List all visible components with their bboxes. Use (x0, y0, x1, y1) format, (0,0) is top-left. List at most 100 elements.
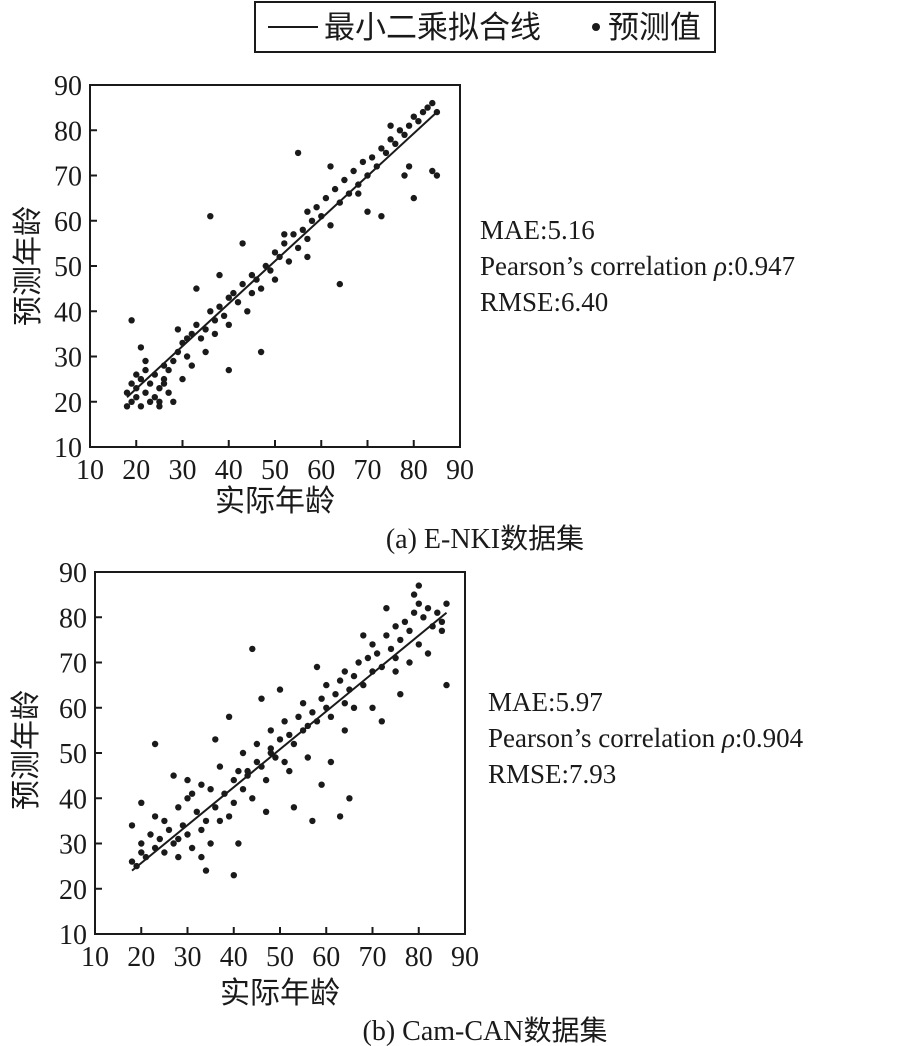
panel-a-data-point (387, 136, 394, 143)
panel-b-data-point (272, 754, 279, 761)
panel-b-data-point (309, 817, 316, 825)
panel-a-data-point (160, 380, 168, 387)
panel-b-x-tick-label: 90 (451, 942, 479, 973)
panel-a-data-point (207, 308, 214, 315)
panel-b-data-point (378, 718, 385, 725)
panel-a-data-point (188, 362, 195, 369)
panel-a-data-point (137, 344, 145, 351)
legend-box (254, 1, 716, 53)
panel-a-data-point (225, 366, 232, 374)
panel-b-y-tick-label: 30 (59, 830, 87, 861)
panel-b-data-point (212, 736, 219, 743)
panel-b-y-ticks: 10 20 30 40 50 60 70 80 90 (59, 558, 102, 951)
panel-b-data-point (262, 776, 270, 784)
panel-a-data-point (211, 330, 219, 338)
panel-b-data-point (299, 700, 307, 707)
panel-b-data-point (249, 795, 256, 802)
panel-a-data-point (133, 371, 140, 378)
panel-a-data-point (220, 312, 228, 319)
panel-a-data-point (429, 99, 436, 107)
panel-a-data-point (378, 145, 385, 152)
panel-a-data-point (142, 366, 149, 374)
panel-a-data-point (156, 403, 163, 410)
panel-b-data-point (424, 650, 432, 657)
panel-b-pearson: Pearson’s correlation ρ:0.904 (488, 720, 803, 756)
panel-b-data-point (216, 763, 224, 770)
panel-b-caption: (b) Cam-CAN数据集 (363, 1015, 608, 1046)
panel-a-data-point (244, 308, 251, 315)
panel-a-data-point (156, 398, 163, 405)
panel-b-x-ticks: 10 20 30 40 50 60 70 80 90 (81, 927, 479, 973)
panel-b-data-point (290, 740, 298, 748)
legend-point-swatch (592, 23, 600, 31)
panel-a-data-point (304, 235, 311, 243)
panel-a-data-point (156, 385, 163, 392)
panel-a-data-point (170, 357, 177, 365)
panel-a-data-point (170, 398, 177, 405)
panel-b-data-point (401, 618, 409, 625)
panel-b-data-point (304, 754, 311, 761)
panel-a-data-point (193, 285, 200, 292)
panel-b-data-point (281, 758, 288, 766)
panel-a-data-point (419, 108, 427, 116)
panel-b-data-point (230, 776, 237, 784)
panel-a-data-point (128, 317, 135, 324)
panel-b-data-point (225, 813, 233, 820)
panel-a-x-axis-label: 实际年龄 (215, 484, 335, 519)
panel-b-data-point (373, 650, 381, 657)
panel-a-data-point (368, 154, 376, 161)
panel-a-y-tick-label: 10 (54, 433, 82, 464)
panel-a-data-point (281, 231, 288, 238)
panel-b-data-point (369, 704, 376, 711)
panel-b-data-point (128, 858, 136, 865)
panel-a-data-point (165, 366, 172, 374)
panel-a-data-point (174, 326, 182, 333)
panel-a-pearson-prefix: Pearson’s correlation (480, 251, 714, 281)
panel-a-data-point (313, 204, 320, 211)
panel-b-rmse: RMSE:7.93 (488, 759, 617, 789)
panel-a-data-point (327, 222, 334, 229)
panel-b-data-point (225, 713, 233, 720)
panel-a-data-point (405, 163, 413, 170)
panel-b-mae: MAE:5.97 (488, 687, 603, 717)
panel-b-data-point (207, 786, 214, 793)
panel-a-data-point (253, 276, 260, 283)
panel-b-data-point (327, 758, 335, 766)
panel-a-data-point (225, 321, 232, 328)
panel-b-y-tick-label: 50 (59, 739, 87, 770)
panel-b-data-point (369, 641, 376, 648)
panel-b-data-point (170, 840, 177, 847)
panel-b-data-point (212, 804, 219, 811)
panel-b-data-point (355, 659, 362, 666)
panel-b-y-tick-label: 60 (59, 694, 87, 725)
panel-b-data-point (175, 804, 182, 811)
panel-b-data-point (424, 605, 432, 612)
panel-a-data-point (405, 122, 413, 129)
panel-b-data-point (332, 691, 339, 698)
panel-a-data-point (396, 127, 404, 134)
panel-b-data-point (281, 718, 288, 725)
panel-a-x-tick-label: 10 (76, 455, 104, 486)
panel-a-data-point (271, 249, 279, 256)
panel-b-data-point (350, 672, 358, 680)
panel-a-data-point (128, 398, 135, 405)
panel-a-data-point (257, 285, 265, 292)
panel-b-data-point (239, 786, 247, 793)
panel-b-data-point (318, 695, 325, 702)
panel-a-rmse: RMSE:6.40 (480, 287, 609, 317)
panel-a-data-point (410, 194, 417, 202)
panel-a-data-point (179, 375, 186, 383)
panel-b-data-point (207, 840, 214, 847)
panel-b-data-point (175, 835, 182, 843)
panel-a-data-point (304, 253, 311, 261)
panel-b-fit-line (131, 611, 448, 872)
panel-a-data-point (304, 208, 311, 215)
panel-b-data-point (415, 582, 422, 589)
panel-a-chart: 10 20 30 40 50 60 70 80 90 10 20 30 40 50 60 70 80 90 实际… (11, 71, 584, 555)
panel-b-stats: MAE:5.97 Pearson’s correlation ρ:0.904 R… (488, 684, 803, 792)
panel-a-data-point (294, 149, 302, 157)
panel-b-data-point (267, 745, 274, 752)
panel-b-plot-frame (94, 571, 466, 935)
panel-b-data-point (170, 772, 177, 779)
panel-b-data-point (156, 835, 163, 843)
